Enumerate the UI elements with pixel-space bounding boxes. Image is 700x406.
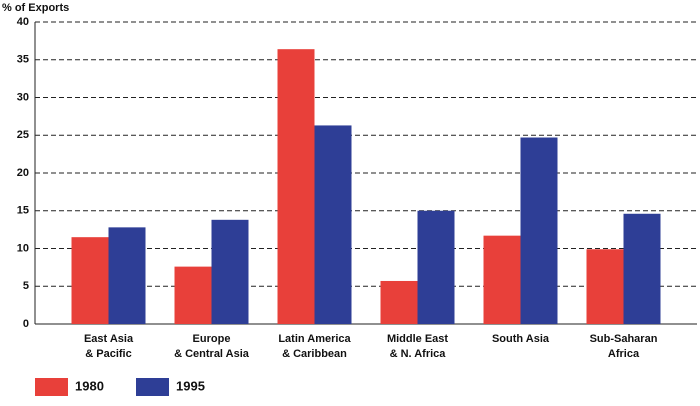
x-tick-label: Sub-Saharan [590, 333, 658, 345]
legend-label: 1980 [75, 378, 104, 393]
x-tick-label: & Central Asia [174, 348, 250, 360]
y-tick-label: 10 [17, 242, 29, 254]
bar [520, 137, 558, 324]
y-axis-label: % of Exports [2, 2, 69, 14]
bar [483, 235, 521, 324]
y-tick-label: 30 [17, 91, 29, 103]
y-tick-label: 5 [23, 280, 29, 292]
bar [108, 227, 146, 324]
bar [174, 266, 212, 324]
x-tick-label: East Asia [84, 333, 134, 345]
legend-swatch [35, 378, 68, 396]
bar [314, 125, 352, 324]
bar [417, 210, 455, 324]
x-tick-label: & N. Africa [390, 348, 447, 360]
bar [277, 49, 315, 325]
bar [211, 219, 249, 324]
bar [586, 249, 624, 324]
x-tick-label: Europe [193, 333, 231, 345]
y-tick-label: 20 [17, 167, 29, 179]
x-tick-label: Middle East [387, 333, 448, 345]
bar [380, 280, 418, 324]
legend-swatch [136, 378, 169, 396]
x-tick-label: Latin America [278, 333, 351, 345]
y-tick-label: 15 [17, 205, 29, 217]
legend-label: 1995 [176, 378, 205, 393]
y-tick-label: 25 [17, 129, 29, 141]
x-tick-label: & Caribbean [282, 348, 347, 360]
bar [623, 213, 661, 324]
bar [71, 237, 109, 324]
y-tick-label: 35 [17, 54, 29, 66]
x-tick-label: South Asia [492, 333, 550, 345]
x-tick-label: Africa [608, 348, 640, 360]
y-tick-label: 0 [23, 318, 29, 330]
x-tick-label: & Pacific [85, 348, 131, 360]
y-tick-label: 40 [17, 16, 29, 28]
